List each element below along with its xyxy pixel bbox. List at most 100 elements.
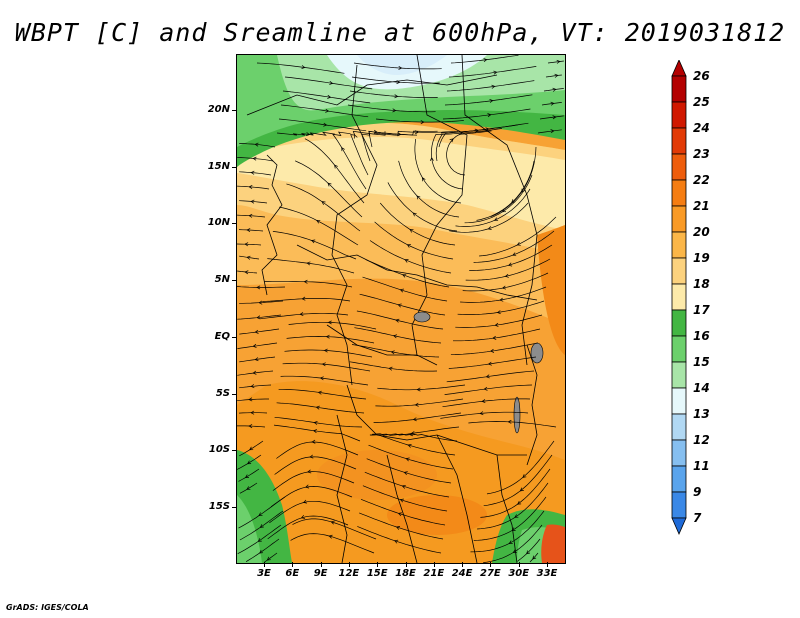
- colorbar-segment: [671, 153, 687, 181]
- streamline-arrowhead: [550, 129, 555, 134]
- streamline: [362, 485, 448, 512]
- streamline-arrowhead: [330, 520, 335, 525]
- streamline: [444, 384, 533, 395]
- streamline: [375, 398, 464, 407]
- streamline: [377, 384, 466, 391]
- streamline: [541, 102, 562, 106]
- streamline-arrowhead: [512, 252, 517, 257]
- colorbar-segment: [671, 205, 687, 233]
- streamline-arrowhead: [449, 138, 454, 143]
- streamline: [274, 416, 363, 428]
- streamline: [366, 458, 452, 484]
- software-credit: GrADS: IGES/COLA: [6, 603, 89, 612]
- colorbar: [671, 60, 687, 535]
- streamline-arrowhead: [258, 300, 263, 305]
- streamline: [267, 258, 355, 274]
- streamline: [350, 130, 386, 176]
- latitude-tick: [232, 506, 237, 508]
- streamline-arrowhead: [321, 362, 326, 367]
- colorbar-label: 7: [693, 511, 702, 525]
- streamline: [262, 298, 351, 302]
- streamline: [354, 327, 442, 344]
- streamline: [284, 76, 373, 90]
- streamline: [462, 272, 549, 292]
- streamline-arrowhead: [487, 361, 492, 366]
- streamline-arrowhead: [327, 320, 332, 325]
- streamline-arrowhead: [244, 474, 250, 478]
- streamline: [440, 411, 529, 419]
- streamline: [239, 482, 258, 494]
- streamline: [387, 182, 458, 232]
- colorbar-label: 18: [693, 277, 710, 291]
- streamline: [361, 130, 418, 162]
- streamline-arrowhead: [397, 303, 402, 308]
- streamline-arrowhead: [512, 549, 517, 553]
- longitude-label: 12E: [338, 568, 360, 579]
- longitude-label: 27E: [480, 568, 501, 579]
- streamline: [545, 74, 562, 78]
- streamline: [238, 468, 260, 482]
- longitude-label: 9E: [313, 568, 328, 579]
- streamline: [239, 171, 272, 176]
- streamline: [359, 293, 446, 316]
- streamline: [351, 344, 440, 358]
- wbpt-shading-18: [237, 136, 565, 230]
- streamline-arrowhead: [266, 556, 271, 561]
- streamline: [239, 143, 276, 148]
- streamline-arrowhead: [256, 315, 261, 320]
- latitude-tick: [232, 336, 237, 338]
- streamline: [448, 66, 537, 78]
- streamline-arrowhead: [508, 540, 513, 544]
- longitude-tick: [348, 562, 350, 567]
- streamline-arrowhead: [248, 397, 253, 402]
- streamline: [375, 118, 464, 123]
- streamline: [442, 108, 531, 120]
- streamline-arrowhead: [388, 366, 393, 371]
- streamline-arrowhead: [309, 454, 314, 459]
- streamline: [294, 160, 363, 218]
- colorbar-segment: [671, 101, 687, 129]
- streamline: [239, 440, 264, 457]
- streamline: [245, 538, 280, 562]
- streamline: [274, 456, 357, 475]
- streamline-arrowhead: [489, 348, 495, 353]
- streamline: [239, 384, 272, 389]
- streamline: [480, 468, 551, 518]
- streamline: [370, 433, 458, 442]
- streamline: [290, 533, 375, 554]
- streamline: [365, 259, 450, 288]
- streamline-arrowhead: [487, 113, 492, 118]
- streamline-arrowhead: [303, 279, 308, 284]
- longitude-tick: [405, 562, 407, 567]
- lakes: [413, 311, 544, 434]
- streamline-arrowhead: [407, 443, 412, 448]
- colorbar-segment: [671, 335, 687, 363]
- streamline-arrowhead: [327, 182, 332, 187]
- streamline: [269, 500, 351, 524]
- colorbar-label: 26: [693, 69, 710, 83]
- streamline: [431, 133, 464, 190]
- streamline: [237, 270, 258, 274]
- wbpt-shading-sw-16: [237, 495, 262, 563]
- streamline-arrowhead: [487, 226, 492, 231]
- streamline: [442, 398, 531, 408]
- streamline: [286, 183, 361, 232]
- streamline-arrowhead: [249, 446, 254, 451]
- longitude-label: 33E: [536, 568, 558, 579]
- streamline-arrowhead: [394, 539, 399, 544]
- streamline-arrowhead: [252, 156, 257, 161]
- colorbar-label: 22: [693, 173, 710, 187]
- streamline-arrowhead: [334, 164, 338, 169]
- latitude-label: EQ: [214, 330, 230, 342]
- colorbar-segment: [671, 387, 687, 415]
- streamline-arrowhead: [511, 199, 516, 204]
- streamline-arrowhead: [248, 213, 253, 218]
- streamline: [349, 90, 438, 98]
- streamline-arrowhead: [250, 170, 255, 175]
- wbpt-shading-east: [537, 225, 565, 355]
- longitude-label: 30E: [508, 568, 530, 579]
- latitude-tick: [232, 450, 237, 452]
- streamline-arrowhead: [390, 350, 395, 355]
- streamline-arrowhead: [394, 94, 399, 99]
- streamline: [457, 300, 545, 315]
